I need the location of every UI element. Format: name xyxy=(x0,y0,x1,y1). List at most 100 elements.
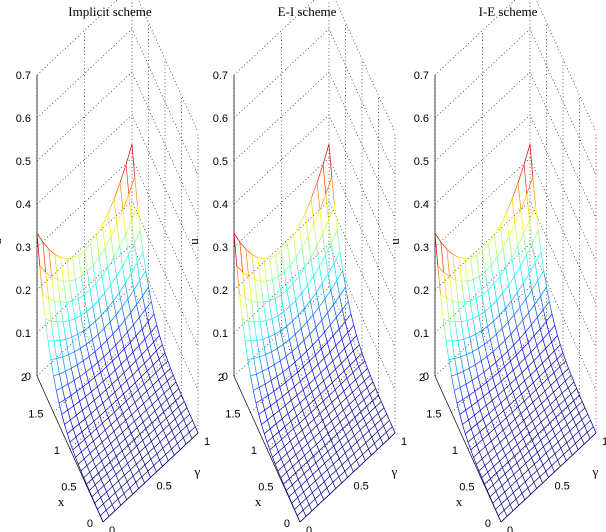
mesh-segment xyxy=(489,391,493,401)
mesh-segment xyxy=(300,503,304,511)
mesh-segment xyxy=(503,504,511,511)
mesh-segment xyxy=(154,429,158,436)
mesh-segment xyxy=(567,406,571,413)
mesh-segment xyxy=(482,439,486,447)
mesh-segment xyxy=(274,334,278,349)
mesh-segment xyxy=(84,439,88,447)
z-gridline xyxy=(233,0,396,133)
mesh-segment xyxy=(550,379,557,386)
z-tick-label: 0.4 xyxy=(414,199,429,211)
mesh-segment xyxy=(119,425,123,433)
mesh-segment xyxy=(316,406,321,414)
mesh-segment xyxy=(484,478,491,485)
mesh-segment xyxy=(310,444,317,451)
mesh-segment xyxy=(361,352,366,362)
mesh-segment xyxy=(488,413,493,422)
mesh-segment xyxy=(92,478,96,486)
mesh-segment xyxy=(85,396,89,406)
mesh-segment xyxy=(471,380,476,392)
mesh-segment xyxy=(267,419,271,429)
mesh-segment xyxy=(160,417,167,424)
mesh-segment xyxy=(263,433,268,443)
mesh-segment xyxy=(103,479,111,486)
mesh-segment xyxy=(94,351,99,363)
mesh-segment xyxy=(542,464,547,472)
mesh-segment xyxy=(476,250,483,256)
mesh-segment xyxy=(341,332,349,340)
mesh-segment xyxy=(511,444,518,451)
mesh-segment xyxy=(578,431,582,438)
mesh-segment xyxy=(510,334,514,346)
mesh-segment xyxy=(135,482,139,489)
mesh-segment xyxy=(270,376,278,381)
mesh-segment xyxy=(352,350,357,360)
mesh-segment xyxy=(100,497,104,504)
mesh-segment xyxy=(99,410,106,417)
mesh-segment xyxy=(129,482,137,489)
mesh-segment xyxy=(315,462,320,470)
mesh-segment xyxy=(321,273,329,284)
mesh-segment xyxy=(334,403,341,410)
mesh-segment xyxy=(304,212,309,237)
mesh-segment xyxy=(483,372,488,383)
mesh-segment xyxy=(105,504,113,511)
mesh-segment xyxy=(150,301,155,315)
mesh-segment xyxy=(366,406,370,413)
mesh-segment xyxy=(112,480,119,487)
mesh-segment xyxy=(250,340,255,359)
mesh-segment xyxy=(174,436,178,444)
mesh-segment xyxy=(159,335,163,345)
mesh-segment xyxy=(137,408,141,416)
mesh-segment xyxy=(98,247,106,258)
mesh-segment xyxy=(506,411,513,418)
mesh-segment xyxy=(502,247,507,268)
mesh-segment xyxy=(468,368,473,381)
mesh-segment xyxy=(274,330,281,335)
mesh-segment xyxy=(309,354,316,362)
mesh-segment xyxy=(337,409,344,416)
mesh-segment xyxy=(280,294,285,312)
mesh-segment xyxy=(348,404,353,412)
mesh-segment xyxy=(529,389,537,396)
mesh-segment xyxy=(584,420,591,427)
mesh-segment xyxy=(277,470,282,478)
mesh-segment xyxy=(279,356,287,362)
mesh-segment xyxy=(99,389,107,396)
mesh-segment xyxy=(57,279,64,282)
mesh-segment xyxy=(39,265,46,273)
mesh-segment xyxy=(121,298,129,308)
mesh-segment xyxy=(289,265,294,284)
mesh-segment xyxy=(495,356,503,363)
surface-panel-1: Implicit scheme00.10.20.30.40.50.60.700.… xyxy=(0,0,210,532)
mesh-segment xyxy=(584,425,588,433)
mesh-segment xyxy=(557,335,561,345)
z-tick-label: 0.6 xyxy=(16,113,31,125)
mesh-segment xyxy=(547,392,554,399)
mesh-segment xyxy=(520,194,528,211)
mesh-segment xyxy=(95,276,103,285)
mesh-segment xyxy=(53,373,60,377)
z-tick-label: 0.2 xyxy=(16,285,31,297)
mesh-segment xyxy=(112,486,116,493)
mesh-segment xyxy=(456,399,464,404)
mesh-segment xyxy=(559,366,563,375)
mesh-segment xyxy=(102,516,110,523)
mesh-segment xyxy=(490,472,497,479)
mesh-segment xyxy=(178,388,182,396)
mesh-segment xyxy=(260,320,267,323)
mesh-segment xyxy=(267,395,271,406)
mesh-segment xyxy=(567,400,574,407)
mesh-segment xyxy=(109,369,116,377)
mesh-segment xyxy=(278,271,285,277)
mesh-segment xyxy=(354,411,361,418)
mesh-segment xyxy=(534,440,541,447)
mesh-segment xyxy=(475,330,482,335)
mesh-segment xyxy=(104,461,111,468)
mesh-segment xyxy=(529,144,534,177)
mesh-segment xyxy=(239,294,243,320)
mesh-segment xyxy=(108,375,113,385)
mesh-segment xyxy=(371,449,378,456)
mesh-segment xyxy=(371,413,379,420)
mesh-segment xyxy=(276,371,284,377)
mesh-segment xyxy=(54,253,61,258)
